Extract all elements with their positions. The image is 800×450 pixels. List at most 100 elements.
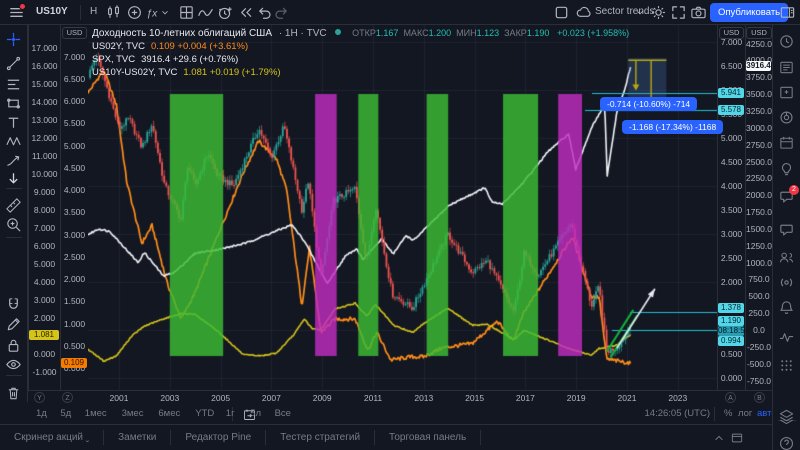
range-button-5д[interactable]: 5д: [60, 408, 72, 419]
range-button-Все[interactable]: Все: [274, 408, 291, 419]
candles-icon[interactable]: [105, 4, 122, 21]
scale-badge-Y[interactable]: Y: [34, 392, 45, 403]
alert-clock-icon[interactable]: [217, 4, 234, 21]
eye-icon[interactable]: [5, 356, 22, 373]
scale-unit-badge[interactable]: USD: [746, 27, 772, 39]
pulse-icon[interactable]: [778, 329, 795, 346]
window-icon[interactable]: [730, 431, 744, 445]
settings-gear-icon[interactable]: [650, 4, 667, 21]
range-measure-label[interactable]: -0.714 (-10.60%) -714: [600, 97, 698, 111]
axis-tick: 3500.0: [746, 89, 772, 100]
scale-badge-B[interactable]: B: [754, 392, 765, 403]
range-button-3мес[interactable]: 3мес: [121, 408, 144, 419]
forecast-icon[interactable]: [5, 152, 22, 169]
price-scale-left-outer[interactable]: -1.0000.0001.0002.0003.0004.0005.0006.00…: [28, 25, 60, 390]
compare-plus-icon[interactable]: [126, 4, 143, 21]
footer-tab-3[interactable]: Редактор Pine: [171, 430, 267, 445]
axis-tick: 2.000: [63, 274, 86, 284]
chevron-down-icon[interactable]: [634, 4, 646, 21]
magnet-icon[interactable]: [5, 296, 22, 313]
scale-unit-badge[interactable]: USD: [61, 27, 88, 39]
range-button-1мес[interactable]: 1мес: [84, 408, 107, 419]
axis-tick: 17.000: [31, 43, 58, 53]
draw-pencil-icon[interactable]: [5, 316, 22, 333]
range-button-YTD[interactable]: YTD: [195, 408, 215, 419]
overlay-value: 1.081 +0.019 (+1.79%): [183, 67, 281, 78]
fullscreen-icon[interactable]: [670, 4, 687, 21]
news-icon[interactable]: [778, 59, 795, 76]
scale-badge-Z[interactable]: Z: [62, 392, 73, 403]
auto-scale-button[interactable]: авто: [757, 408, 777, 419]
axis-tick: 3.000: [63, 229, 86, 240]
crosshair-icon[interactable]: [5, 31, 22, 48]
range-measure-label[interactable]: -1.168 (-17.34%) -1168: [622, 120, 724, 134]
scale-unit-badge[interactable]: USD: [718, 27, 745, 39]
legend-overlay-row[interactable]: SPX, TVC 3916.4 +29.6 (+0.76%): [92, 53, 629, 66]
legend-main-row[interactable]: Доходность 10-летних облигаций США · 1Н …: [92, 27, 629, 40]
pattern-icon[interactable]: [5, 133, 22, 150]
price-scale-left-inner[interactable]: USD0.0000.5001.0001.5002.0002.5003.0003.…: [60, 25, 88, 390]
ohlc-key: МИН: [456, 28, 477, 38]
symbol-button[interactable]: US10Y: [36, 6, 68, 17]
ohlc-value: 1.200: [428, 28, 452, 38]
footer-tab-5[interactable]: Торговая панель: [375, 430, 482, 445]
axis-tick: 12.000: [31, 133, 58, 143]
replay-rewind-icon[interactable]: [237, 4, 254, 21]
panel-toggle-icon[interactable]: [779, 4, 796, 21]
chevron-down-icon[interactable]: [159, 4, 171, 21]
axis-tick: 3.000: [720, 229, 743, 239]
chevron-up-icon[interactable]: [712, 431, 726, 445]
redo-icon[interactable]: [273, 4, 290, 21]
chart-canvas[interactable]: [88, 25, 717, 390]
wave-icon[interactable]: [197, 4, 214, 21]
footer-tab-1[interactable]: Скринер акций ˬ: [0, 430, 105, 445]
range-button-1г[interactable]: 1г: [225, 408, 235, 419]
shapes-icon[interactable]: [5, 95, 22, 112]
price-scale-right-outer[interactable]: USD -750.0 -500.0 -250.0 0.0 250.0 500.0 750.0 1…: [745, 25, 772, 390]
trendline-icon[interactable]: [5, 55, 22, 72]
fib-icon[interactable]: [5, 76, 22, 93]
people-icon[interactable]: [778, 249, 795, 266]
range-button-6мес[interactable]: 6мес: [158, 408, 181, 419]
range-button-5л[interactable]: 5л: [250, 408, 262, 419]
footer-tab-4[interactable]: Тестер стратегий: [266, 430, 376, 445]
legend-overlay-row[interactable]: US02Y, TVC 0.109 +0.004 (+3.61%): [92, 40, 629, 53]
interval-button[interactable]: Н: [90, 6, 98, 17]
idea-bulb-icon[interactable]: [778, 160, 795, 177]
multichart-icon[interactable]: [553, 4, 570, 21]
ohlc-key: ОТКР: [352, 28, 376, 38]
axis-tick: 6.000: [63, 96, 86, 106]
calendar-icon[interactable]: [778, 134, 795, 151]
arrow-tool-icon[interactable]: [5, 171, 22, 188]
camera-icon[interactable]: [690, 4, 707, 21]
layout-grid-icon[interactable]: [178, 4, 195, 21]
ruler-icon[interactable]: [5, 197, 22, 214]
dots-grid-icon[interactable]: [778, 357, 795, 374]
watch-clock-icon[interactable]: [778, 33, 795, 50]
donut-icon[interactable]: [778, 109, 795, 126]
time-axis[interactable]: 2001 2003 2005 2007 2009 2011 2013 2015 2017 2019…: [0, 390, 772, 403]
range-button-1д[interactable]: 1д: [36, 408, 47, 419]
text-tool-icon[interactable]: [5, 114, 22, 131]
legend-ohlc: ОТКР1.167 МАКС1.200 МИН1.123 ЗАКР1.190: [347, 28, 549, 39]
help-icon[interactable]: [778, 435, 795, 450]
layers-icon[interactable]: [778, 408, 795, 425]
log-scale-button[interactable]: лог: [738, 408, 753, 419]
footer-tab-2[interactable]: Заметки: [104, 430, 172, 445]
zoom-in-icon[interactable]: [5, 216, 22, 233]
lock-icon[interactable]: [5, 337, 22, 354]
bell-icon[interactable]: [778, 299, 795, 316]
clock-utc[interactable]: 14:26:05 (UTC): [644, 408, 710, 419]
trash-icon[interactable]: [5, 385, 22, 402]
axis-tick: 250.0: [748, 308, 770, 319]
undo-icon[interactable]: [256, 4, 273, 21]
scale-badge-A[interactable]: A: [725, 392, 736, 403]
percent-scale-button[interactable]: %: [724, 408, 733, 419]
data-window-icon[interactable]: [778, 84, 795, 101]
legend-overlay-row[interactable]: US10Y-US02Y, TVC 1.081 +0.019 (+1.79%): [92, 66, 629, 79]
axis-tick: 6.500: [63, 73, 86, 84]
chat2-icon[interactable]: [778, 221, 795, 238]
layout-name[interactable]: Sector trends: [595, 6, 655, 17]
broadcast-icon[interactable]: [778, 274, 795, 291]
publish-button[interactable]: Опубликовать: [710, 3, 789, 22]
